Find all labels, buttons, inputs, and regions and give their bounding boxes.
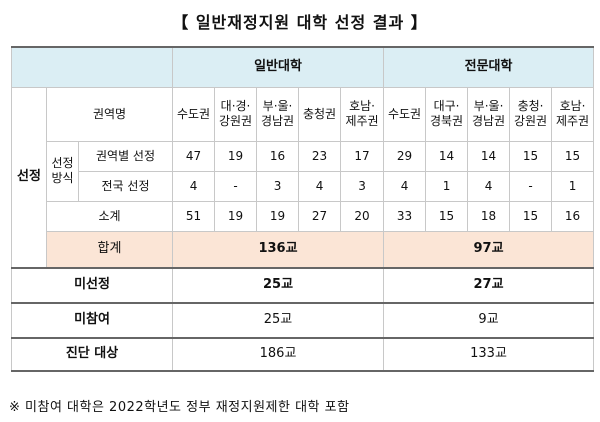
cell: 1 xyxy=(425,170,469,202)
label-not-participated: 미참여 xyxy=(10,302,174,339)
label-subtotal: 소계 xyxy=(45,200,174,232)
label-selection: 선정 xyxy=(11,86,47,269)
diagnosis-row: 진단 대상 186교 133교 xyxy=(10,337,595,372)
subtotal-row: 소계 51 19 19 27 20 33 15 18 15 16 xyxy=(12,200,595,232)
cell: 17 xyxy=(340,140,385,172)
cell: 15 xyxy=(551,140,595,172)
region-general-2: 대·경· 강원권 xyxy=(214,86,258,142)
cell: 18 xyxy=(467,200,511,232)
cell: 29 xyxy=(383,140,427,172)
cell: 15 xyxy=(509,140,553,172)
cell: 19 xyxy=(214,200,258,232)
cell: 19 xyxy=(214,140,258,172)
cell: 3 xyxy=(340,170,385,202)
label-national: 전국 선정 xyxy=(77,170,174,202)
page-title: 【 일반재정지원 대학 선정 결과 】 xyxy=(172,13,428,32)
cell: 33 xyxy=(383,200,427,232)
label-method: 선정 방식 xyxy=(46,140,79,202)
label-not-selected: 미선정 xyxy=(10,267,174,304)
cell: 23 xyxy=(298,140,342,172)
not-participated-junior: 9교 xyxy=(383,302,595,339)
region-general-5: 호남· 제주권 xyxy=(340,86,385,142)
label-diagnosis: 진단 대상 xyxy=(10,337,174,372)
national-row: 전국 선정 4 - 3 4 3 4 1 4 - 1 xyxy=(12,170,595,202)
label-region-name: 권역명 xyxy=(45,86,174,142)
region-general-1: 수도권 xyxy=(172,86,216,142)
cell: 4 xyxy=(467,170,511,202)
cell: 20 xyxy=(340,200,385,232)
cell: 19 xyxy=(256,200,300,232)
cell: 15 xyxy=(509,200,553,232)
region-junior-2: 대구· 경북권 xyxy=(425,86,469,142)
cell: 16 xyxy=(551,200,595,232)
cell: 51 xyxy=(172,200,216,232)
header-junior: 전문대학 xyxy=(383,46,595,88)
region-junior-5: 호남· 제주권 xyxy=(551,86,595,142)
not-selected-general: 25교 xyxy=(172,267,385,304)
cell: 4 xyxy=(172,170,216,202)
cell: 4 xyxy=(383,170,427,202)
label-regional: 권역별 선정 xyxy=(77,140,174,172)
header-row: 일반대학 전문대학 xyxy=(10,46,595,88)
selection-result-table: 일반대학 전문대학 선정 권역명 수도권 대·경· 강원권 부·울· 경남권 충청권… xyxy=(10,46,595,372)
region-junior-1: 수도권 xyxy=(383,86,427,142)
cell: 1 xyxy=(551,170,595,202)
cell: 15 xyxy=(425,200,469,232)
cell: 14 xyxy=(467,140,511,172)
header-general: 일반대학 xyxy=(172,46,385,88)
label-total: 합계 xyxy=(45,230,174,269)
not-selected-junior: 27교 xyxy=(383,267,595,304)
total-general: 136교 xyxy=(172,230,385,269)
footnote: ※ 미참여 대학은 2022학년도 정부 재정지원제한 대학 포함 xyxy=(9,400,350,415)
diagnosis-junior: 133교 xyxy=(383,337,595,372)
diagnosis-general: 186교 xyxy=(172,337,385,372)
region-general-4: 충청권 xyxy=(298,86,342,142)
not-participated-row: 미참여 25교 9교 xyxy=(10,302,595,339)
cell: 47 xyxy=(172,140,216,172)
header-corner xyxy=(10,46,174,88)
not-participated-general: 25교 xyxy=(172,302,385,339)
total-row: 합계 136교 97교 xyxy=(12,230,595,269)
region-junior-3: 부·울· 경남권 xyxy=(467,86,511,142)
cell: - xyxy=(509,170,553,202)
region-row: 선정 권역명 수도권 대·경· 강원권 부·울· 경남권 충청권 호남· 제주권 수도… xyxy=(11,86,595,269)
cell: 16 xyxy=(256,140,300,172)
region-general-3: 부·울· 경남권 xyxy=(256,86,300,142)
cell: 14 xyxy=(425,140,469,172)
cell: - xyxy=(214,170,258,202)
regional-row: 선정 방식 권역별 선정 47 19 16 23 17 29 14 14 15 1… xyxy=(12,140,595,202)
cell: 4 xyxy=(298,170,342,202)
region-junior-4: 충청· 강원권 xyxy=(509,86,553,142)
not-selected-row: 미선정 25교 27교 xyxy=(10,267,595,304)
cell: 3 xyxy=(256,170,300,202)
total-junior: 97교 xyxy=(383,230,595,269)
cell: 27 xyxy=(298,200,342,232)
